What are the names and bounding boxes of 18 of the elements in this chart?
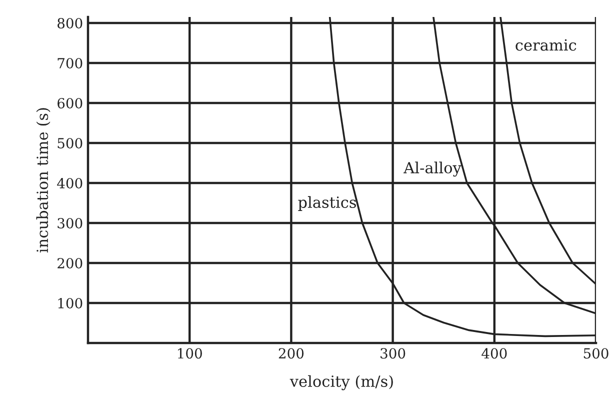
x-tick-label: 300 [380,348,406,359]
y-tick-label: 600 [58,98,82,108]
x-tick-label: 500 [584,348,608,359]
y-tick-label: 700 [58,58,82,68]
x-axis-title: velocity (m/s) [290,375,393,390]
y-tick-label: 300 [58,218,82,228]
y-tick-label: 800 [58,18,82,28]
series-label: plastics [298,196,356,211]
y-axis-title: incubation time (s) [36,108,50,252]
series-label: ceramic [516,39,576,51]
series-label: Al-alloy [404,162,462,177]
x-tick-label: 100 [178,348,202,359]
x-tick-label: 400 [482,348,507,359]
y-tick-label: 200 [58,258,82,268]
y-tick-label: 500 [58,138,82,148]
x-tick-label: 200 [278,348,304,359]
y-tick-label: 400 [57,178,82,188]
y-tick-label: 100 [58,298,82,308]
